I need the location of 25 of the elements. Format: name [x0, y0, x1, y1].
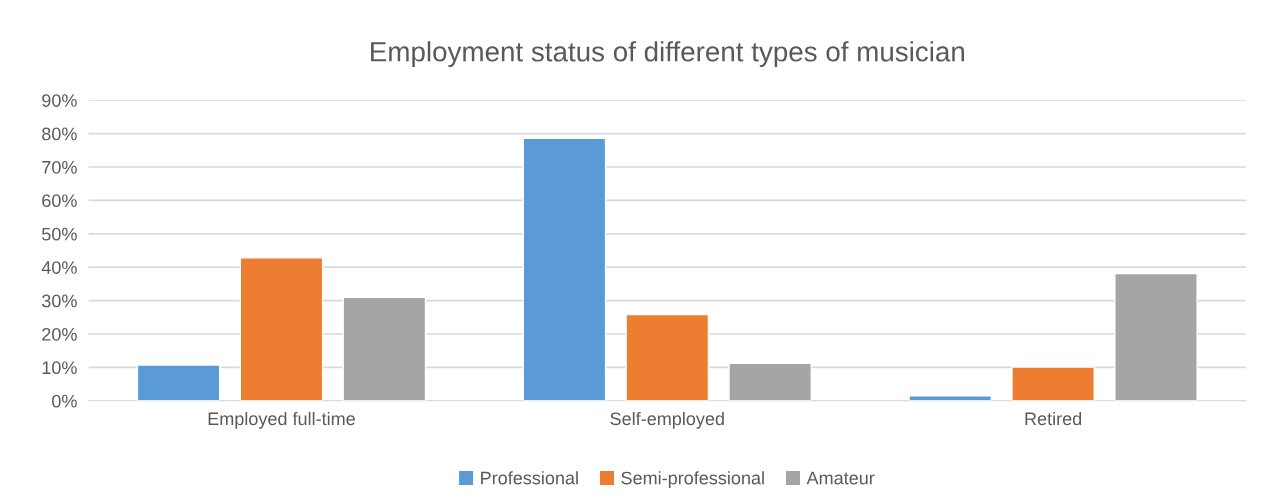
- y-tick-label: 90%: [42, 94, 77, 107]
- y-tick-label: 20%: [42, 327, 77, 341]
- bar: [239, 257, 324, 401]
- x-tick-label: Employed full-time: [208, 411, 355, 429]
- legend-label: Amateur: [806, 471, 875, 485]
- y-tick-label: 30%: [41, 294, 77, 308]
- bar: [625, 313, 710, 401]
- legend-label: Semi-professional: [621, 471, 764, 488]
- y-tick-label: 70%: [42, 160, 77, 174]
- y-tick-label: 10%: [42, 361, 77, 375]
- y-tick-label: 0%: [52, 394, 77, 408]
- y-tick-label: 50%: [42, 227, 77, 241]
- bar: [522, 137, 607, 401]
- bar: [1114, 272, 1198, 401]
- chart-title: Employment status of different types of musician: [371, 41, 965, 68]
- y-tick-label: 80%: [42, 127, 77, 141]
- y-tick-label: 60%: [42, 194, 77, 208]
- bar: [342, 296, 427, 401]
- x-tick-label: Self-employed: [610, 411, 724, 429]
- bar: [136, 364, 221, 401]
- x-tick-label: Retired: [1025, 411, 1082, 426]
- legend-label: Professional: [481, 471, 578, 485]
- bar: [1011, 366, 1095, 401]
- y-tick-label: 40%: [41, 261, 77, 274]
- bar: [728, 362, 813, 401]
